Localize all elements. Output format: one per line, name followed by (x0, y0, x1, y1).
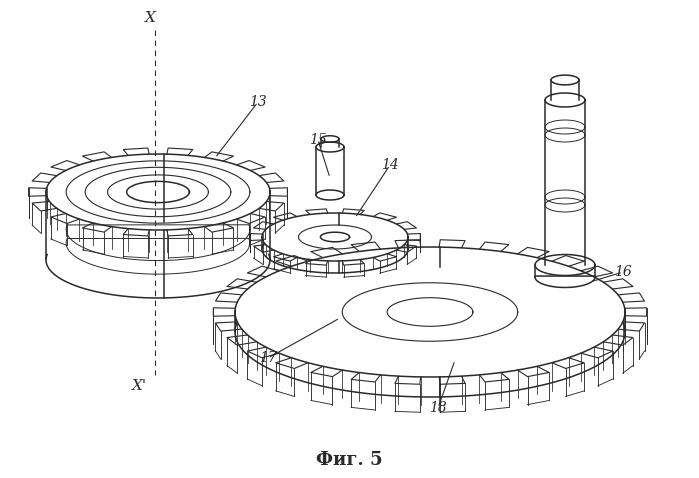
Text: 18: 18 (429, 401, 447, 415)
Text: X': X' (132, 379, 147, 393)
Text: 15: 15 (309, 133, 327, 147)
Text: 14: 14 (381, 158, 399, 172)
Text: Фиг. 5: Фиг. 5 (316, 451, 382, 469)
Text: 16: 16 (614, 265, 632, 279)
Text: 13: 13 (249, 95, 267, 109)
Text: 17: 17 (259, 351, 277, 365)
Text: X: X (145, 11, 155, 25)
